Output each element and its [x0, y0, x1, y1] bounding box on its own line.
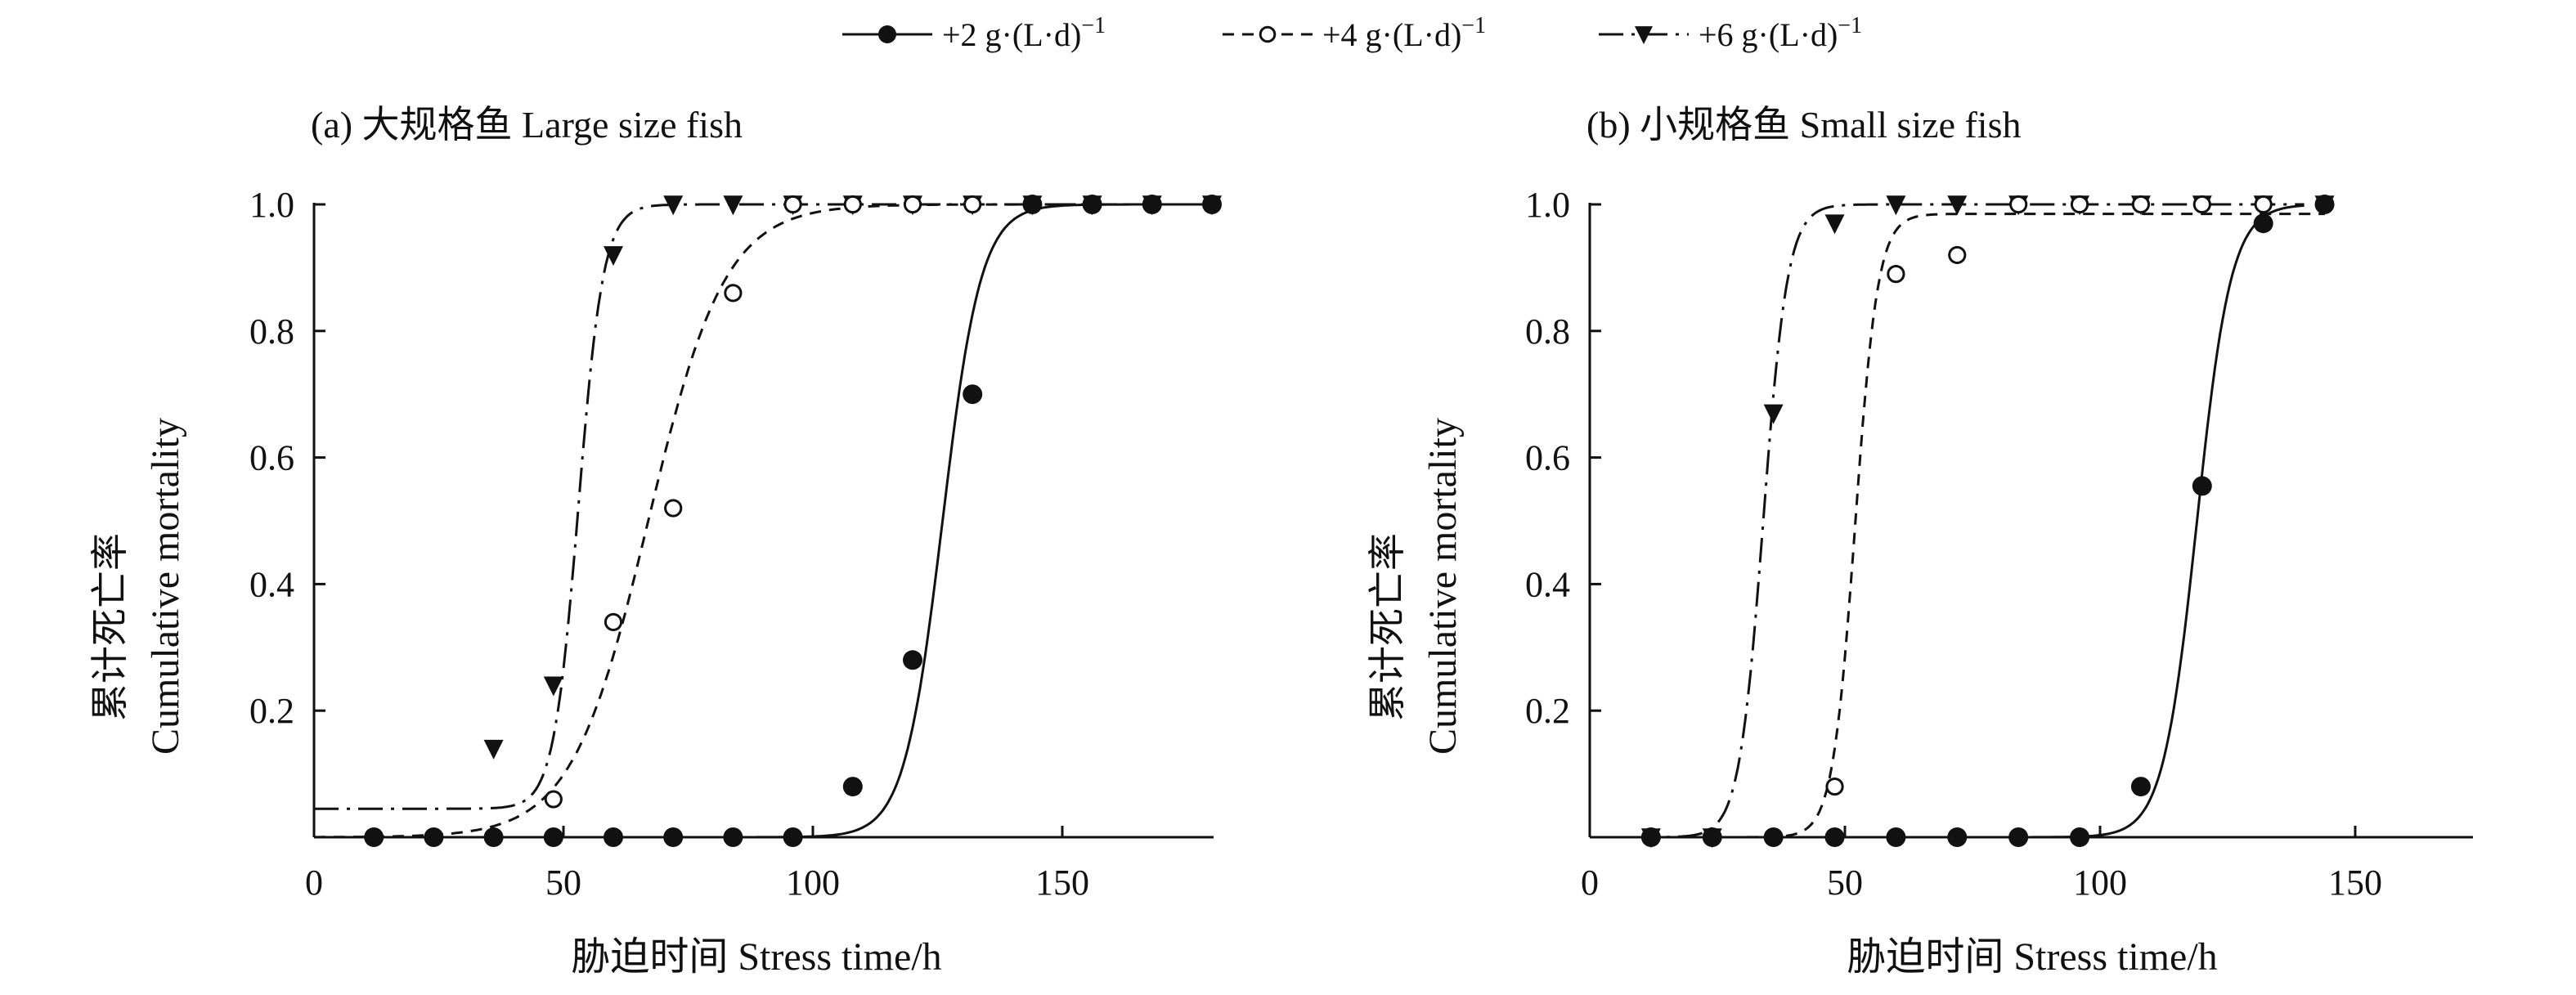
- point-filled-circle: [842, 777, 863, 797]
- y-axis-label: Cumulative mortality: [144, 418, 187, 755]
- point-filled-circle: [1082, 195, 1102, 214]
- x-tick-label: 0: [305, 863, 323, 903]
- point-open-circle: [724, 284, 743, 303]
- point-filled-triangle: [1635, 26, 1653, 45]
- point-filled-triangle: [1886, 195, 1906, 216]
- legend-label: +2 g·(L·d)−1: [942, 13, 1106, 53]
- point-filled-circle: [1763, 827, 1784, 847]
- point-filled-triangle: [483, 739, 504, 760]
- y-tick-label: 0.8: [1525, 311, 1570, 352]
- point-filled-circle: [1640, 827, 1661, 847]
- point-filled-circle: [1824, 827, 1845, 847]
- point-open-circle: [1259, 25, 1277, 43]
- x-tick-label: 100: [2073, 863, 2127, 903]
- point-open-circle: [783, 195, 802, 214]
- y-tick-label: 0.6: [1525, 438, 1570, 478]
- point-filled-circle: [2192, 476, 2212, 496]
- fit-curve-2: [1590, 213, 2325, 839]
- point-filled-circle: [963, 384, 983, 405]
- fit-curve-2: [314, 203, 1212, 839]
- point-open-circle: [843, 195, 862, 214]
- point-open-circle: [544, 790, 563, 809]
- point-open-circle: [963, 195, 982, 214]
- y-tick-label: 0.2: [1525, 691, 1570, 731]
- point-open-circle: [2192, 195, 2211, 214]
- point-filled-circle: [543, 827, 563, 847]
- y-axis-label: Cumulative mortality: [1421, 418, 1465, 755]
- point-filled-circle: [2070, 827, 2090, 847]
- point-filled-circle: [483, 827, 504, 847]
- point-filled-circle: [1022, 195, 1043, 214]
- legend: +2 g·(L·d)−1 +4 g·(L·d)−1 +6 g·(L·d)−1: [842, 13, 1862, 53]
- point-open-circle: [2009, 195, 2028, 214]
- point-open-circle: [1948, 245, 1967, 265]
- point-filled-triangle: [543, 676, 563, 697]
- fit-curve-1: [1590, 204, 2304, 839]
- x-axis-label: 胁迫时间 Stress time/h: [1847, 935, 2217, 979]
- point-filled-circle: [2253, 213, 2273, 234]
- point-filled-circle: [1702, 827, 1722, 847]
- y-tick-label: 0.2: [249, 691, 294, 731]
- point-open-circle: [2131, 195, 2151, 214]
- point-filled-circle: [1886, 827, 1906, 847]
- point-filled-triangle: [604, 246, 623, 267]
- x-tick-label: 50: [1827, 863, 1863, 903]
- y-tick-label: 0.4: [249, 564, 294, 604]
- point-filled-circle: [2314, 195, 2335, 214]
- point-open-circle: [604, 612, 623, 631]
- panel-large-size-fish: (a) 大规格鱼 Large size fish 0.2 0.4 0.6 0.8 1.0 0…: [89, 104, 1222, 979]
- panel-title: (b) 小规格鱼 Small size fish: [1586, 104, 2022, 146]
- point-filled-circle: [1142, 195, 1162, 214]
- x-tick-label: 50: [545, 863, 581, 903]
- point-filled-circle: [903, 650, 922, 670]
- x-tick-label: 0: [1581, 863, 1599, 903]
- x-tick-label: 150: [1035, 863, 1089, 903]
- point-open-circle: [2070, 195, 2089, 214]
- point-filled-circle: [2130, 777, 2151, 797]
- point-filled-circle: [424, 827, 444, 847]
- point-filled-triangle: [1824, 214, 1845, 235]
- point-filled-circle: [604, 827, 623, 847]
- y-tick-label: 1.0: [1525, 185, 1570, 225]
- legend-label: +4 g·(L·d)−1: [1322, 13, 1486, 53]
- point-filled-circle: [723, 827, 743, 847]
- x-tick-label: 100: [786, 863, 840, 903]
- y-axis-label-cn: 累计死亡率: [89, 533, 131, 721]
- point-filled-circle: [663, 827, 684, 847]
- point-filled-circle: [1947, 827, 1968, 847]
- legend-label: +6 g·(L·d)−1: [1699, 13, 1862, 53]
- x-axis-label: 胁迫时间 Stress time/h: [571, 935, 941, 979]
- x-tick-label: 150: [2328, 863, 2382, 903]
- fit-curve-3: [1590, 203, 2304, 839]
- point-filled-circle: [364, 827, 384, 847]
- point-open-circle: [1887, 265, 1905, 284]
- fit-curve-1: [314, 203, 1212, 839]
- point-open-circle: [1825, 777, 1844, 796]
- y-tick-label: 0.4: [1525, 564, 1570, 604]
- point-open-circle: [903, 195, 922, 214]
- panel-title: (a) 大规格鱼 Large size fish: [311, 104, 743, 146]
- point-filled-triangle: [663, 195, 684, 216]
- point-filled-circle: [878, 25, 896, 43]
- point-filled-circle: [1202, 195, 1222, 214]
- y-tick-label: 1.0: [249, 185, 294, 225]
- y-axis-label-cn: 累计死亡率: [1367, 533, 1408, 721]
- point-filled-circle: [2008, 827, 2029, 847]
- point-filled-triangle: [723, 195, 743, 216]
- panel-small-size-fish: (b) 小规格鱼 Small size fish 0.2 0.4 0.6 0.8 1.0 0…: [1367, 104, 2473, 979]
- y-tick-label: 0.6: [249, 438, 294, 478]
- point-filled-circle: [783, 827, 803, 847]
- fit-curve-3: [314, 203, 1212, 810]
- point-filled-triangle: [1763, 404, 1784, 424]
- point-open-circle: [2254, 195, 2273, 214]
- point-open-circle: [664, 499, 683, 518]
- y-tick-label: 0.8: [249, 311, 294, 352]
- point-filled-triangle: [1947, 195, 1968, 216]
